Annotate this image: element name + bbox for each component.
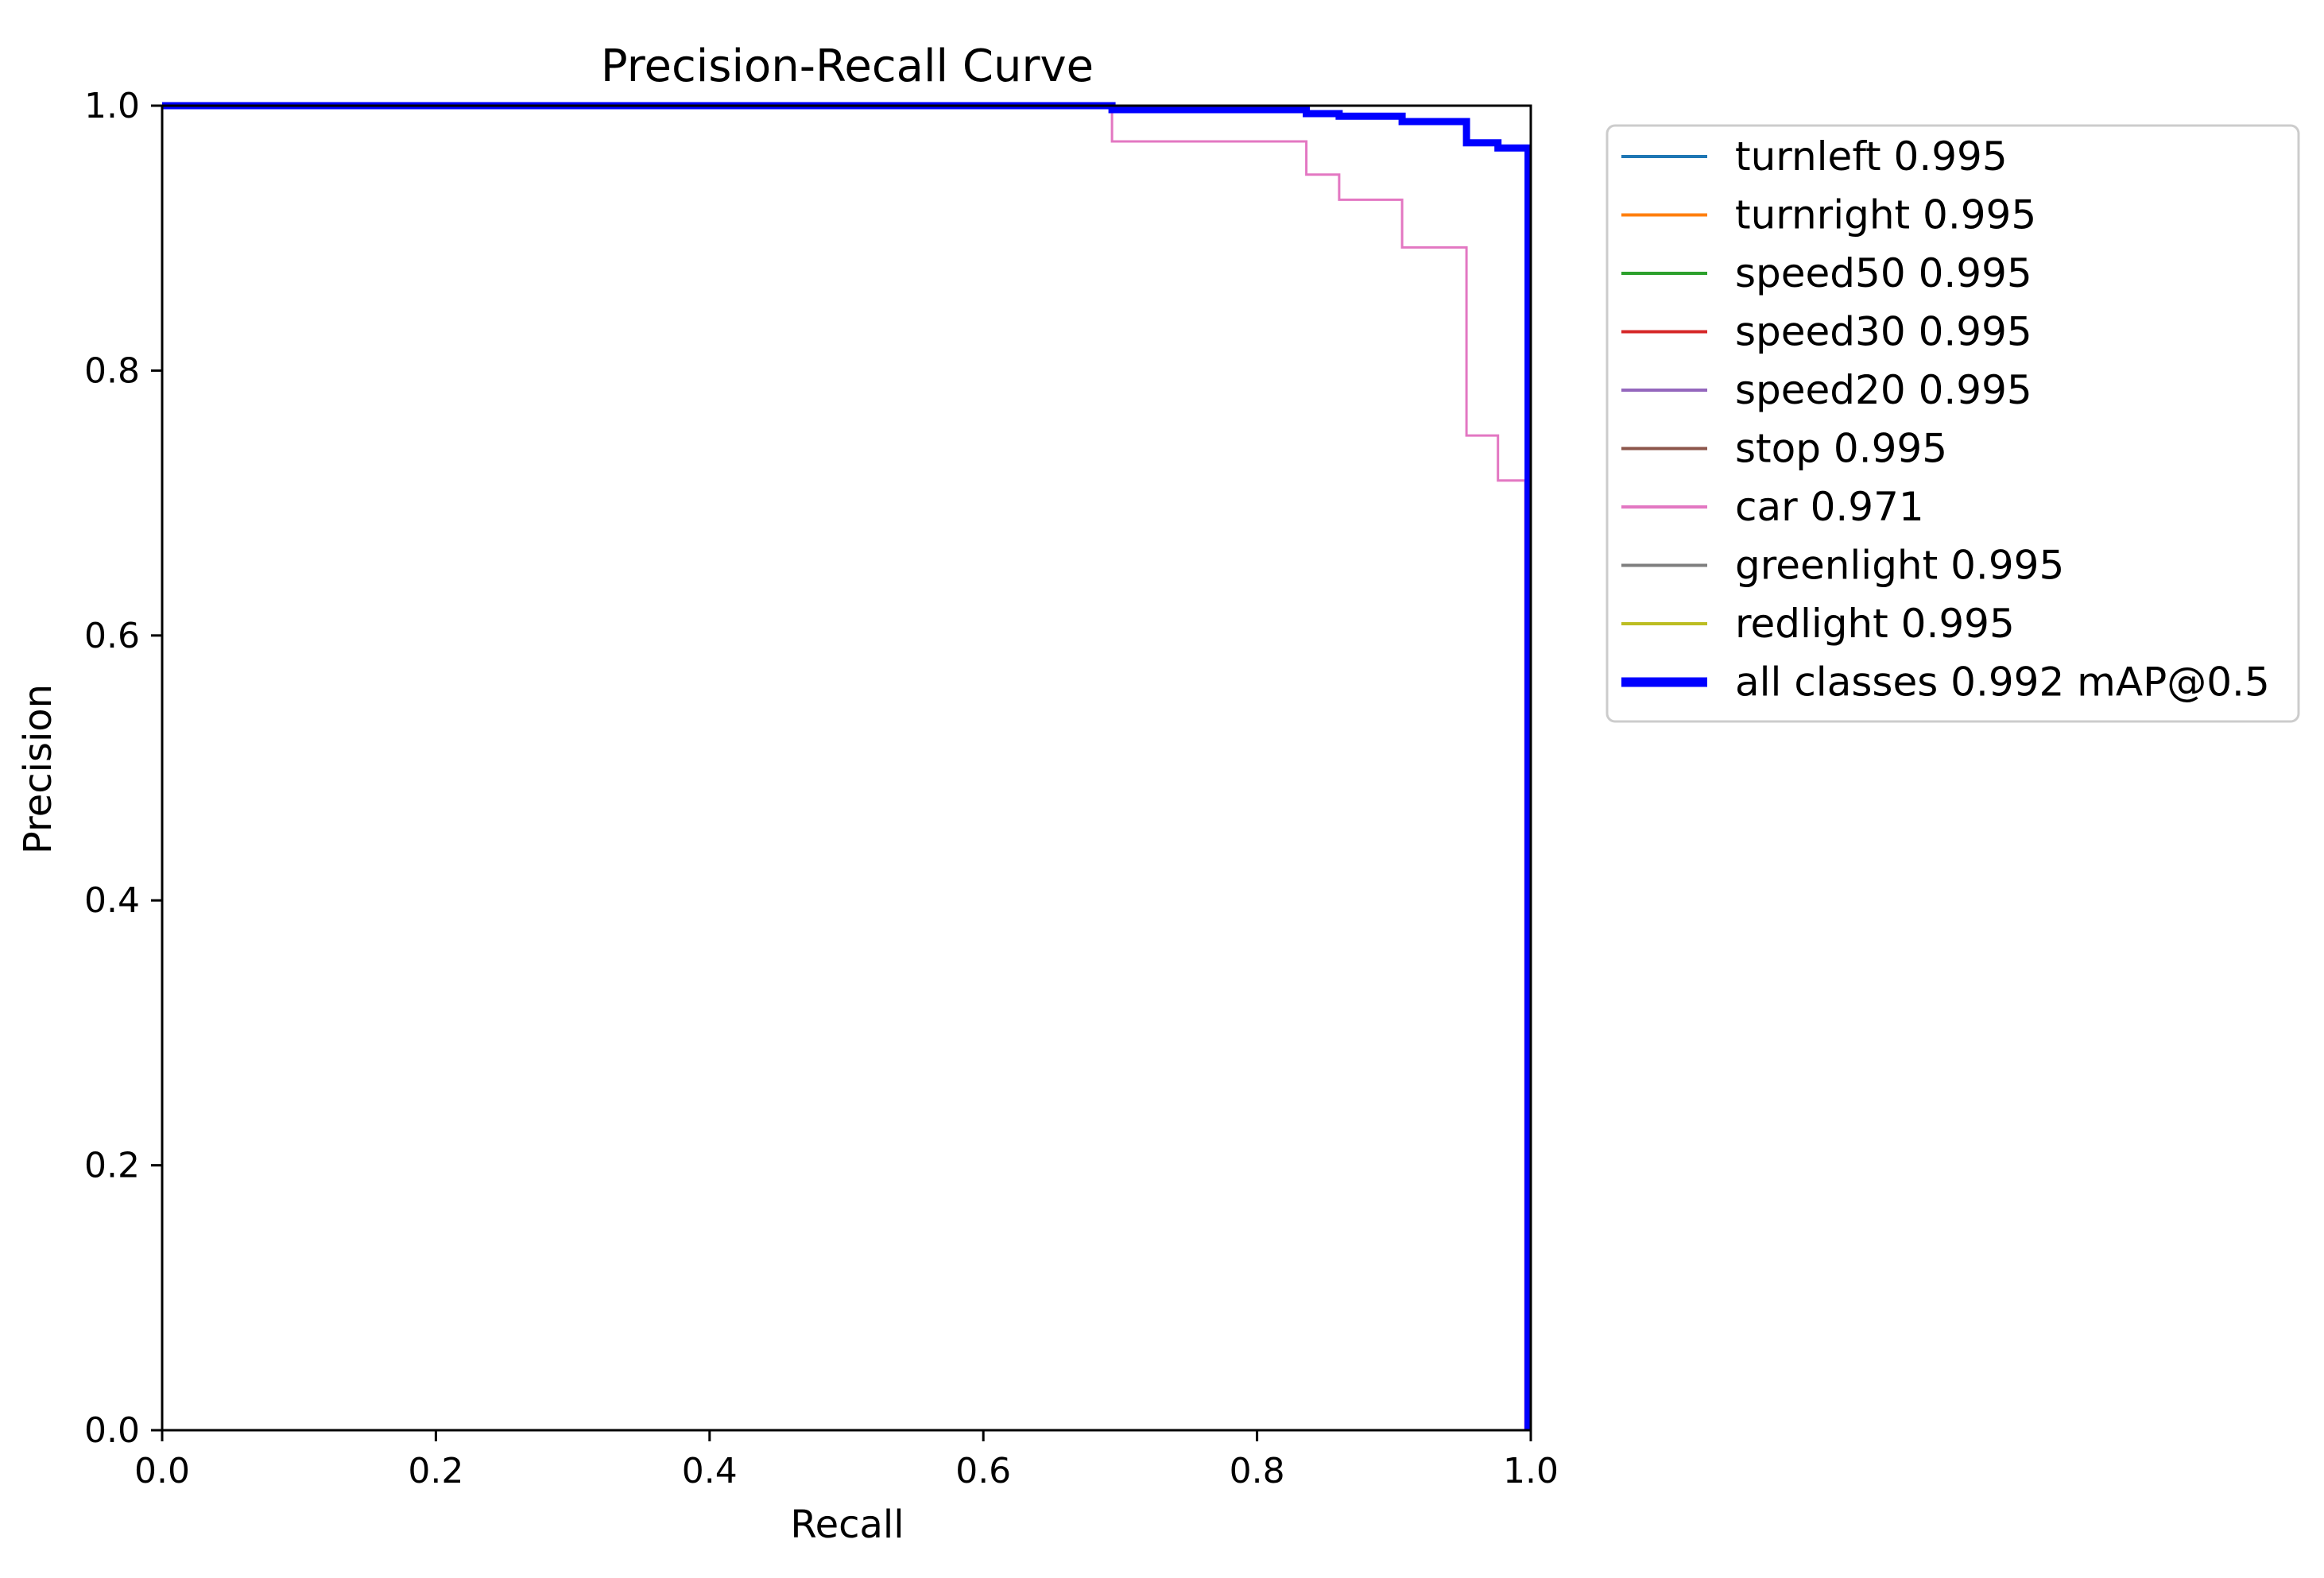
y-tick-label: 0.6 [84, 616, 140, 656]
x-tick-label: 0.0 [134, 1451, 190, 1491]
legend-entries: turnleft 0.995 turnright 0.995 speed50 0.9… [1621, 133, 2270, 706]
legend-label: turnright 0.995 [1735, 192, 2036, 238]
legend-label: stop 0.995 [1735, 426, 1947, 472]
x-tick-label: 0.8 [1230, 1451, 1285, 1491]
x-tick-label: 0.6 [955, 1451, 1011, 1491]
x-tick-label: 0.2 [408, 1451, 463, 1491]
y-tick-label: 0.2 [84, 1146, 140, 1186]
plot-frame [161, 104, 1532, 1432]
legend-label: car 0.971 [1735, 484, 1924, 530]
y-axis-ticks: 0.0 0.2 0.4 0.6 0.8 1.0 [84, 86, 162, 1451]
legend: turnleft 0.995 turnright 0.995 speed50 0.9… [1605, 124, 2300, 723]
legend-box [1605, 124, 2300, 723]
legend-label: greenlight 0.995 [1735, 543, 2064, 589]
y-axis-title: Precision [16, 684, 60, 854]
y-tick-label: 0.0 [84, 1410, 140, 1451]
series-line-6 [162, 104, 1527, 1430]
x-axis-title: Recall [790, 1503, 904, 1547]
x-tick-label: 0.4 [682, 1451, 738, 1491]
y-tick-label: 0.4 [84, 880, 140, 921]
chart-title: Precision-Recall Curve [601, 41, 1094, 92]
legend-label: all classes 0.992 mAP@0.5 [1735, 659, 2270, 706]
x-axis-ticks: 0.0 0.2 0.4 0.6 0.8 1.0 [134, 1430, 1559, 1491]
legend-label: turnleft 0.995 [1735, 133, 2008, 180]
plot-area [161, 102, 1532, 1432]
y-tick-label: 1.0 [84, 86, 140, 126]
y-tick-label: 0.8 [84, 350, 140, 391]
legend-label: speed20 0.995 [1735, 367, 2032, 413]
x-tick-label: 1.0 [1503, 1451, 1559, 1491]
legend-label: speed50 0.995 [1735, 250, 2032, 296]
series-line-9 [162, 102, 1532, 1430]
legend-label: redlight 0.995 [1735, 601, 2015, 647]
legend-label: speed30 0.995 [1735, 309, 2032, 355]
